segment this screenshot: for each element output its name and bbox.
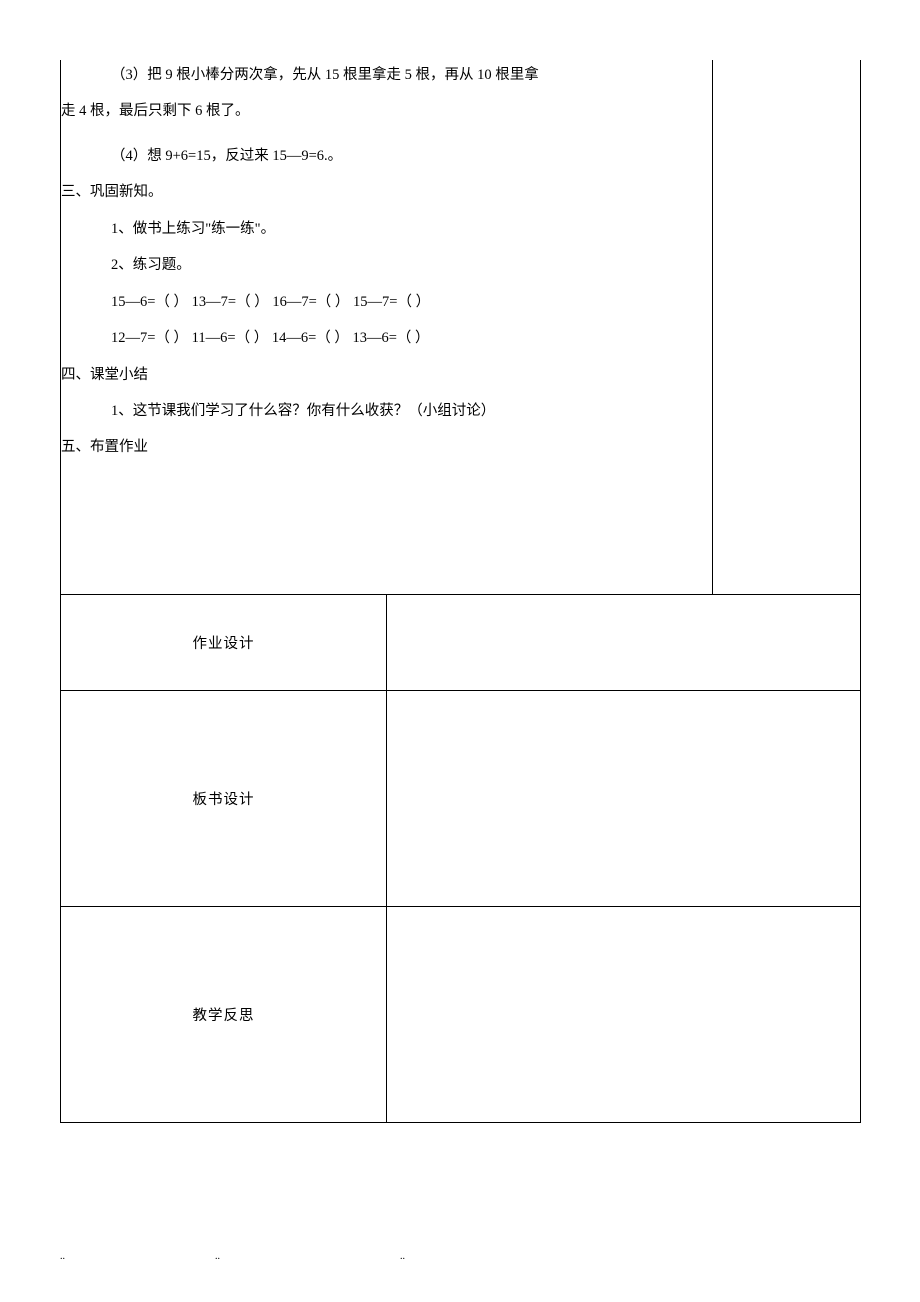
- board-label-cell: 板书设计: [61, 690, 387, 906]
- board-content-cell: [387, 690, 861, 906]
- reflect-label: 教学反思: [193, 1008, 255, 1024]
- equation-row-1: 15—6=（ ） 13—7=（ ） 16—7=（ ） 15—7=（ ）: [61, 287, 712, 317]
- content-point-3: （3）把 9 根小棒分两次拿，先从 15 根里拿走 5 根，再从 10 根里拿: [61, 60, 712, 90]
- main-content-cell: （3）把 9 根小棒分两次拿，先从 15 根里拿走 5 根，再从 10 根里拿 …: [61, 60, 713, 594]
- section-4-heading: 四、课堂小结: [61, 360, 712, 390]
- item-3-2: 2、练习题。: [61, 250, 712, 280]
- content-point-4: （4）想 9+6=15，反过来 15—9=6.。: [61, 141, 712, 171]
- reflect-content-cell: [387, 906, 861, 1122]
- reflect-label-cell: 教学反思: [61, 906, 387, 1122]
- footer-dot-2: ..: [215, 1251, 220, 1262]
- page-container: （3）把 9 根小棒分两次拿，先从 15 根里拿走 5 根，再从 10 根里拿 …: [60, 60, 860, 1262]
- lesson-plan-table: （3）把 9 根小棒分两次拿，先从 15 根里拿走 5 根，再从 10 根里拿 …: [60, 60, 861, 1123]
- section-5-heading: 五、布置作业: [61, 432, 712, 462]
- section-3-heading: 三、巩固新知。: [61, 177, 712, 207]
- side-notes-cell: [713, 60, 861, 594]
- board-label: 板书设计: [193, 792, 255, 808]
- homework-label-cell: 作业设计: [61, 594, 387, 690]
- footer-dot-1: ..: [60, 1251, 65, 1262]
- homework-content-cell: [387, 594, 861, 690]
- equation-row-2: 12—7=（ ） 11—6=（ ） 14—6=（ ） 13—6=（ ）: [61, 323, 712, 353]
- item-4-1: 1、这节课我们学习了什么容？你有什么收获？（小组讨论）: [61, 396, 712, 426]
- footer-dots: .. .. ..: [60, 1251, 860, 1262]
- homework-label: 作业设计: [193, 636, 255, 652]
- footer-dot-3: ..: [400, 1251, 405, 1262]
- content-point-3-cont: 走 4 根，最后只剩下 6 根了。: [61, 96, 712, 126]
- item-3-1: 1、做书上练习"练一练"。: [61, 214, 712, 244]
